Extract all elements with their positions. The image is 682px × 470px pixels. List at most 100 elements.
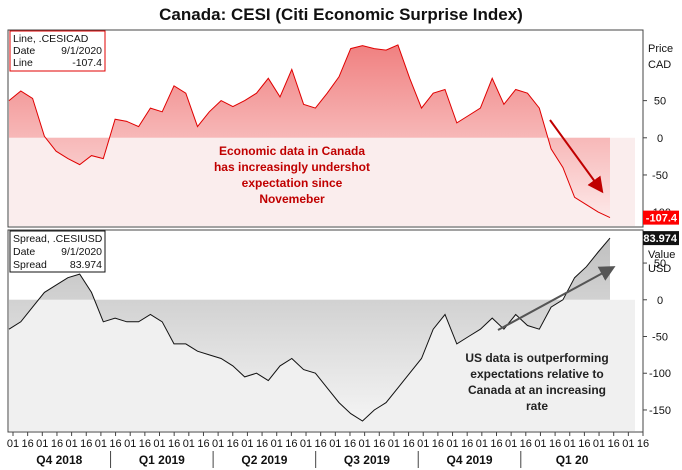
x-week-label: 01 [95,438,107,450]
x-week-label: 01 [534,438,546,450]
x-week-label: 16 [549,438,561,450]
cesiusd-legend-value: 83.974 [70,259,102,271]
x-week-label: 01 [36,438,48,450]
cesicad-zero-band [9,137,635,226]
y-tick-label: -100 [649,368,671,380]
x-axis: 01 16 01 16 01 16 01 16 01 16 01 16 01 16 01 16 01 16 01 16… [7,431,649,468]
x-week-label: 16 [109,438,121,450]
x-week-label: 01 [153,438,165,450]
x-week-label: 01 [476,438,488,450]
cesiusd-legend-box [9,230,106,273]
cesiusd-legend-date-value: 9/1/2020 [61,246,102,258]
cesiusd-annotation: US data is outperforming expectations re… [465,351,608,413]
x-quarter-labels: Q4 2018 Q1 2019 Q2 2019 Q3 2019 Q4 2019 Q1 20 [36,451,589,468]
cesiusd-axis-label-2: USD [648,263,671,275]
x-week-label: 16 [80,438,92,450]
y-tick-label: -150 [649,405,671,417]
chart-title: Canada: CESI (Citi Economic Surprise Ind… [159,5,523,24]
cesiusd-legend-name: Spread, .CESIUSD [13,233,103,245]
cesicad-legend-date-key: Date [13,45,35,57]
cesiusd-annotation-line-4: rate [526,399,548,413]
y-tick-label: 0 [657,295,663,307]
cesicad-trend-arrow [549,119,604,194]
x-week-label: 16 [490,438,502,450]
x-week-label: 16 [520,438,532,450]
cesicad-annotation-line-1: Economic data in Canada [219,144,365,158]
x-week-label: 01 [388,438,400,450]
x-week-label: 16 [51,438,63,450]
cesicad-legend-date-value: 9/1/2020 [61,45,102,57]
x-week-label: 16 [373,438,385,450]
y-tick-label: 50 [654,258,666,270]
cesiusd-annotation-line-3: Canada at an increasing [468,383,606,397]
x-week-label: 01 [65,438,77,450]
y-tick-label: 0 [657,133,663,145]
x-quarter-label: Q4 2019 [446,453,492,467]
x-week-label: 16 [578,438,590,450]
cesicad-panel: 500-50-100 Price CAD Line, .CESICAD Date… [7,29,679,228]
x-week-label: 16 [608,438,620,450]
x-week-label: 01 [124,438,136,450]
x-week-label: 01 [329,438,341,450]
cesicad-legend-name: Line, .CESICAD [13,33,89,45]
cesiusd-axis-label-1: Value [648,249,675,261]
cesiusd-legend: Spread, .CESIUSD Date 9/1/2020 Spread 83… [9,230,106,273]
cesicad-y-ticks: 500-50-100 [643,96,671,219]
x-week-label: 16 [256,438,268,450]
x-week-label: 01 [183,438,195,450]
x-week-label: 16 [315,438,327,450]
x-week-label: 16 [432,438,444,450]
cesiusd-legend-date-key: Date [13,246,35,258]
x-week-label: 16 [227,438,239,450]
x-week-label: 01 [505,438,517,450]
cesiusd-last-value-tag: 83.974 [643,233,678,245]
y-tick-label: -50 [652,170,668,182]
cesiusd-annotation-line-2: expectations relative to [470,367,603,381]
cesicad-annotation-line-4: Novemeber [259,192,325,206]
x-week-labels: 01 16 01 16 01 16 01 16 01 16 01 16 01 16 01 16 01 16 01 16… [7,432,649,450]
cesiusd-legend-value-key: Spread [13,259,47,271]
cesicad-line [8,44,611,219]
cesicad-legend-value: -107.4 [72,57,102,69]
y-tick-label: 50 [654,96,666,108]
x-week-label: 01 [7,438,19,450]
x-quarter-label: Q1 20 [556,453,589,467]
x-week-label: 01 [359,438,371,450]
cesiusd-trend-arrow [497,266,616,331]
cesiusd-y-ticks: 50 0 -50 -100 -150 [643,258,671,417]
x-week-label: 01 [417,438,429,450]
x-quarter-label: Q1 2019 [139,453,185,467]
cesicad-last-value-tag-bg [643,210,679,225]
cesicad-annotation: Economic data in Canada has increasingly… [214,144,370,206]
cesiusd-annotation-line-1: US data is outperforming [465,351,608,365]
x-week-label: 16 [637,438,649,450]
cesicad-axis-label-2: CAD [648,59,671,71]
y-tick-label: -50 [652,332,668,344]
cesicad-annotation-line-2: has increasingly undershot [214,160,370,174]
cesiusd-area [9,238,610,421]
x-week-label: 01 [212,438,224,450]
x-week-label: 01 [446,438,458,450]
x-week-label: 16 [197,438,209,450]
x-week-label: 16 [139,438,151,450]
cesicad-annotation-line-3: expectation since [242,176,343,190]
x-week-label: 01 [271,438,283,450]
x-week-label: 16 [168,438,180,450]
x-week-label: 16 [402,438,414,450]
cesiusd-last-value-tag-bg [643,231,679,246]
x-week-label: 16 [22,438,34,450]
x-quarter-label: Q2 2019 [241,453,287,467]
x-week-label: 01 [241,438,253,450]
cesicad-legend-value-key: Line [13,57,33,69]
cesiusd-line [8,237,611,422]
x-week-label: 01 [622,438,634,450]
cesicad-last-value-tag: -107.4 [646,213,678,225]
cesicad-legend-box [9,30,106,72]
x-week-label: 16 [285,438,297,450]
x-week-label: 16 [461,438,473,450]
x-week-label: 01 [564,438,576,450]
x-week-label: 01 [300,438,312,450]
cesicad-axis-label-1: Price [648,43,673,55]
cesiusd-panel: 50 0 -50 -100 -150 Value USD Spread, .CESIUS… [7,229,679,433]
